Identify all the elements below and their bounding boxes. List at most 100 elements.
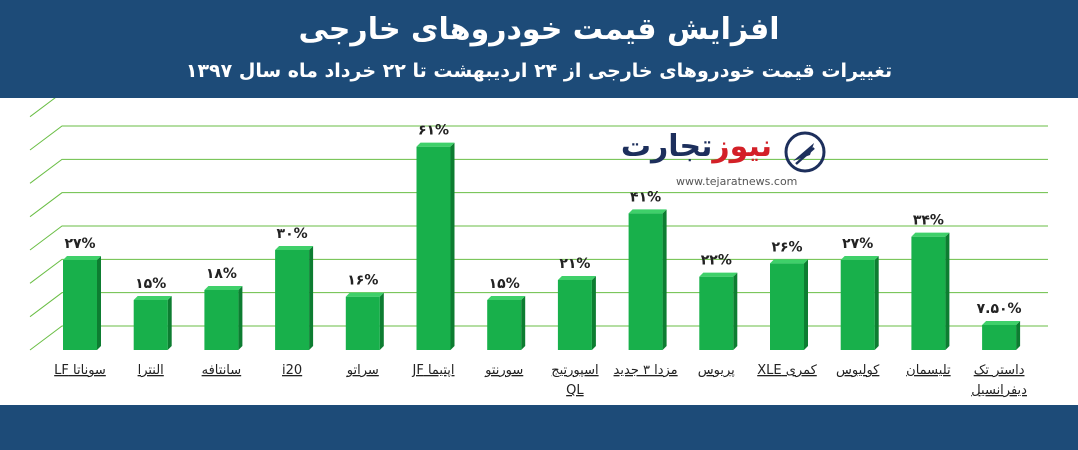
category-label: سوناتا LF bbox=[54, 363, 106, 378]
bar-top bbox=[275, 246, 314, 250]
bar-group: ۴۱% مزدا ۳ جدید bbox=[614, 189, 678, 378]
bar-top bbox=[699, 272, 738, 277]
category-label: پریوس bbox=[698, 363, 735, 378]
data-label: ۲۶% bbox=[771, 239, 802, 255]
category-label: i20 bbox=[282, 363, 302, 378]
bar-top bbox=[557, 276, 596, 280]
bar-group: ۶۱% اپتیما JF bbox=[412, 123, 455, 378]
bar-group: ۷.۵۰% داستر تک دیفرانسیل bbox=[971, 301, 1027, 398]
bar bbox=[770, 263, 804, 350]
data-label: ۲۲% bbox=[701, 253, 732, 269]
category-label: سانتافه bbox=[202, 363, 242, 378]
bar-top bbox=[911, 232, 950, 237]
bar-side bbox=[379, 292, 384, 350]
chart-title: افزایش قیمت خودروهای خارجی bbox=[298, 12, 780, 47]
logo-name: نیوزتجارت bbox=[621, 129, 772, 164]
data-label: ۳۰% bbox=[277, 226, 308, 242]
bar-side bbox=[521, 296, 526, 350]
bar-top bbox=[487, 296, 526, 300]
data-label: ۶۱% bbox=[418, 123, 449, 139]
bar bbox=[911, 236, 946, 350]
bar-top bbox=[63, 256, 101, 260]
bar-side bbox=[309, 246, 314, 350]
bar-top bbox=[416, 142, 455, 147]
bar-top bbox=[204, 286, 243, 290]
data-label: ۷.۵۰% bbox=[977, 301, 1022, 317]
category-label: اسپورتیج bbox=[551, 363, 598, 378]
tejaratnews-logo-icon bbox=[784, 131, 826, 173]
logo-name-part2: نیوز bbox=[712, 129, 772, 164]
bar-top bbox=[840, 256, 879, 260]
category-label: دیفرانسیل bbox=[971, 383, 1027, 398]
category-label: النترا bbox=[138, 363, 164, 378]
gridline bbox=[29, 225, 1048, 251]
gridline bbox=[29, 192, 1048, 218]
data-label: ۱۵% bbox=[489, 276, 520, 292]
gridline bbox=[29, 125, 1048, 151]
gridline bbox=[29, 325, 1048, 351]
gridline bbox=[29, 258, 1048, 284]
bar-group: ۳۰% i20 bbox=[275, 226, 314, 378]
category-label: داستر تک bbox=[974, 363, 1025, 378]
data-label: ۱۵% bbox=[135, 276, 166, 292]
category-label: تلیسمان bbox=[906, 363, 951, 378]
bar-group: ۱۵% سورنتو bbox=[484, 276, 526, 378]
tejaratnews-logo: نیوزتجارت www.tejaratnews.com bbox=[621, 125, 830, 197]
category-label: مزدا ۳ جدید bbox=[614, 363, 678, 378]
bar bbox=[557, 280, 592, 350]
bar-group: ۲۲% پریوس bbox=[698, 253, 738, 378]
bar-group: ۲۶% کمری XLE bbox=[757, 239, 817, 378]
logo-name-part1: تجارت bbox=[620, 129, 713, 164]
data-label: ۲۷% bbox=[842, 236, 873, 252]
bar bbox=[345, 296, 380, 350]
bar bbox=[840, 260, 875, 350]
data-label: ۲۷% bbox=[64, 236, 95, 252]
bar-side bbox=[874, 256, 879, 350]
bar bbox=[133, 300, 168, 350]
bar-side bbox=[804, 259, 808, 350]
bar-top bbox=[628, 209, 667, 214]
bar bbox=[487, 300, 522, 350]
logo-url: www.tejaratnews.com bbox=[676, 175, 798, 188]
bar-top bbox=[133, 296, 172, 300]
bar-side bbox=[167, 296, 172, 350]
bar-chart: ۲۷% سوناتا LF ۱۵% النترا ۱۸% سانتافه ۳۰% i20 ۱۶%… bbox=[29, 98, 1048, 398]
bar-group: ۱۵% النترا bbox=[133, 276, 172, 378]
bar-group: ۲۷% سوناتا LF bbox=[54, 236, 106, 378]
bar-side bbox=[1016, 321, 1021, 350]
gridline bbox=[29, 158, 1048, 184]
bar bbox=[416, 146, 451, 350]
bar bbox=[982, 325, 1017, 350]
category-label: اپتیما JF bbox=[412, 363, 455, 378]
data-label: ۳۴% bbox=[913, 213, 944, 229]
bar-side bbox=[945, 232, 950, 350]
gridline bbox=[29, 98, 56, 118]
data-label: ۴۱% bbox=[630, 189, 661, 205]
bar-group: ۲۱% اسپورتیج QL bbox=[551, 256, 598, 398]
category-label: کولیوس bbox=[836, 363, 880, 378]
gridlines bbox=[29, 98, 1048, 351]
header-banner: افزایش قیمت خودروهای خارجی تغییرات قیمت … bbox=[0, 0, 1078, 98]
bar-side bbox=[450, 142, 455, 350]
bar-side bbox=[97, 256, 101, 350]
bar-group: ۱۸% سانتافه bbox=[202, 266, 243, 378]
bar-top bbox=[770, 259, 808, 264]
bar bbox=[275, 250, 310, 350]
bar-side bbox=[662, 209, 667, 350]
bar bbox=[699, 276, 734, 350]
bar-side bbox=[238, 286, 243, 350]
data-label: ۲۱% bbox=[559, 256, 590, 272]
bar-top bbox=[982, 321, 1021, 325]
bar bbox=[63, 260, 97, 350]
bar-side bbox=[591, 276, 596, 350]
data-label: ۱۸% bbox=[206, 266, 237, 282]
category-label: سورنتو bbox=[484, 363, 523, 378]
chart-subtitle: تغییرات قیمت خودروهای خارجی از ۲۴ اردیبه… bbox=[185, 60, 893, 82]
bar-group: ۳۴% تلیسمان bbox=[906, 213, 951, 378]
bar bbox=[204, 290, 239, 350]
bar bbox=[628, 213, 663, 350]
category-label: کمری XLE bbox=[757, 363, 817, 378]
bar-group: ۱۶% سراتو bbox=[346, 273, 384, 378]
footer-banner bbox=[0, 405, 1078, 450]
gridline bbox=[29, 292, 1048, 318]
